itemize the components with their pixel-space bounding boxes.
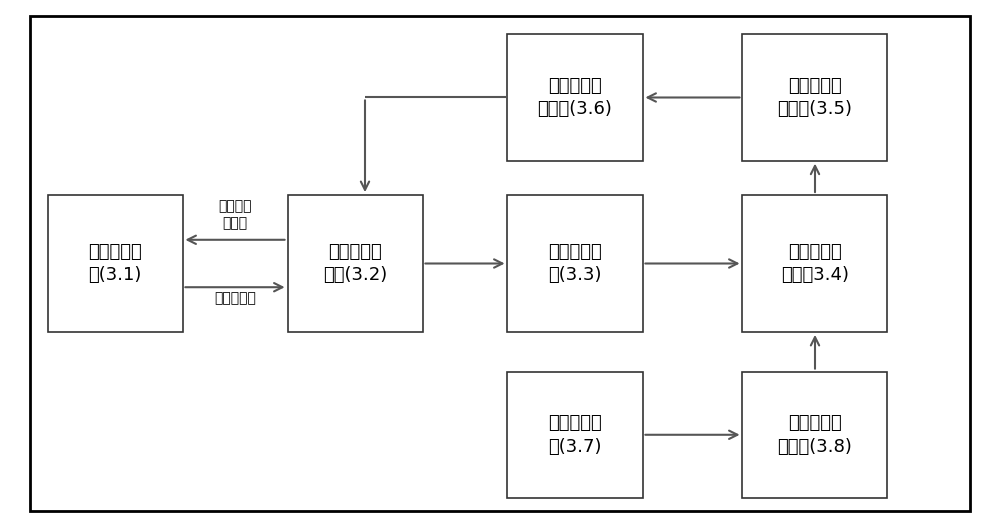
Text: 数据传输模
块(3.1): 数据传输模 块(3.1): [88, 243, 142, 284]
Bar: [507, 34, 642, 161]
Bar: [742, 195, 888, 332]
Text: 数据处理模
块(3.3): 数据处理模 块(3.3): [548, 243, 602, 284]
Text: 下载基础
数据包: 下载基础 数据包: [218, 199, 252, 230]
Text: 用户登录模
块(3.7): 用户登录模 块(3.7): [548, 414, 602, 455]
Text: 数据云端存
储模块3.4): 数据云端存 储模块3.4): [781, 243, 849, 284]
Text: 上传数据包: 上传数据包: [214, 291, 256, 306]
Text: 数据包存储
模块(3.2): 数据包存储 模块(3.2): [323, 243, 387, 284]
Bar: [507, 195, 642, 332]
Text: 变化数据检
测模块(3.5): 变化数据检 测模块(3.5): [778, 77, 852, 118]
Bar: [507, 372, 642, 498]
Bar: [742, 34, 888, 161]
Text: 基础数据配
置模块(3.8): 基础数据配 置模块(3.8): [778, 414, 852, 455]
Bar: [48, 195, 182, 332]
Bar: [742, 372, 888, 498]
Text: 变化数据打
包模块(3.6): 变化数据打 包模块(3.6): [538, 77, 612, 118]
Bar: [288, 195, 422, 332]
